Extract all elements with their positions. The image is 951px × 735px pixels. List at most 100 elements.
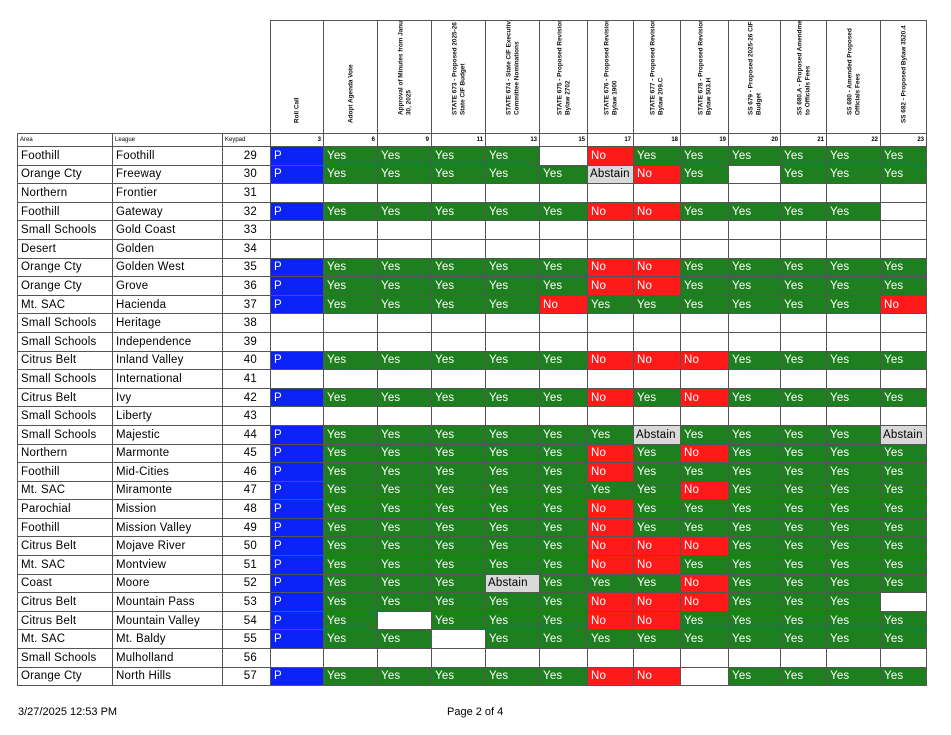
table-row: Mt. SAC Hacienda 37 P Yes Yes Yes Yes No Yes Yes Ye… [17,294,927,315]
vote-cell [485,648,540,668]
vote-cell: Yes [728,462,781,482]
column-number: 6 [323,133,378,147]
vote-cell: Yes [431,257,486,278]
vote-cell [485,369,540,389]
area-cell: Mt. SAC [17,480,113,501]
vote-cell: P [270,592,324,612]
vote-cell [539,313,588,333]
vote-cell: No [539,294,588,315]
vote-cell: Yes [323,276,378,296]
vote-cell: Yes [323,592,378,612]
vote-cell: Yes [485,164,540,185]
column-title: STATE 673 - Proposed 2025-26 State CIF B… [431,20,486,134]
vote-cell: Yes [780,592,827,612]
vote-cell: Yes [826,462,881,482]
vote-cell: Yes [485,462,540,482]
vote-cell: Yes [680,424,729,445]
vote-cell: No [680,350,729,371]
vote-cell: Yes [431,294,486,315]
vote-cell [431,238,486,259]
vote-cell: Yes [633,573,681,594]
league-cell: Inland Valley [112,350,223,371]
vote-cell: Yes [728,201,781,222]
vote-cell: Yes [880,517,927,538]
league-cell: Hacienda [112,294,223,315]
vote-cell: Yes [728,610,781,631]
vote-cell: Yes [728,517,781,538]
vote-cell: Yes [323,555,378,575]
keypad-header: Keypad [222,133,271,147]
keypad-cell: 31 [222,183,271,203]
vote-cell: Yes [880,462,927,482]
vote-cell [377,183,432,203]
column-title: Roll Call [270,20,324,134]
vote-cell: P [270,517,324,538]
vote-cell: Yes [680,164,729,185]
vote-cell: Yes [323,666,378,687]
vote-cell: Yes [780,499,827,519]
vote-cell [633,220,681,240]
vote-cell: Yes [485,146,540,166]
vote-cell: Yes [539,499,588,519]
vote-cell [826,648,881,668]
vote-cell: Yes [539,462,588,482]
vote-cell: Yes [377,387,432,408]
area-cell: Northern [17,443,113,464]
area-cell: Northern [17,183,113,203]
vote-cell: P [270,276,324,296]
vote-cell: No [680,592,729,612]
vote-cell: Yes [780,201,827,222]
vote-cell: Yes [680,146,729,166]
vote-cell: Yes [880,555,927,575]
vote-cell: Yes [780,146,827,166]
vote-cell [728,331,781,352]
vote-cell: Yes [431,536,486,557]
column-number: 18 [633,133,681,147]
vote-cell [728,313,781,333]
league-cell: Grove [112,276,223,296]
vote-cell: P [270,629,324,650]
league-cell: Moore [112,573,223,594]
vote-cell [780,648,827,668]
table-row: Northern Marmonte 45 P Yes Yes Yes Yes Yes No Yes N… [17,443,927,464]
vote-cell: No [587,666,634,687]
vote-cell: No [587,201,634,222]
vote-cell [539,238,588,259]
vote-cell: Yes [780,462,827,482]
vote-cell: Yes [826,573,881,594]
vote-cell [377,406,432,426]
vote-cell [633,369,681,389]
column-title: STATE 678 - Proposed Revision Bylaw 503.… [680,20,729,134]
league-cell: Montview [112,555,223,575]
vote-cell: No [587,555,634,575]
league-cell: North Hills [112,666,223,687]
vote-cell: Yes [485,387,540,408]
vote-cell: Yes [377,536,432,557]
vote-cell: Yes [377,573,432,594]
column-title-text: STATE 678 - Proposed Revision Bylaw 503.… [697,20,712,116]
league-cell: Mountain Pass [112,592,223,612]
vote-cell: P [270,201,324,222]
vote-cell: Yes [780,610,827,631]
vote-cell: Yes [826,276,881,296]
vote-cell: Yes [780,350,827,371]
vote-cell [539,331,588,352]
vote-cell: P [270,499,324,519]
vote-cell: Yes [633,629,681,650]
vote-cell: Yes [728,573,781,594]
vote-cell [587,313,634,333]
column-title: SS 680.A - Proposed Amendment to Officia… [780,20,827,134]
column-title: Approval of Minutes from January 30, 202… [377,20,432,134]
area-cell: Citrus Belt [17,610,113,631]
vote-cell: Yes [539,201,588,222]
league-cell: Mid-Cities [112,462,223,482]
area-cell: Foothill [17,201,113,222]
vote-cell [377,610,432,631]
vote-cell: No [587,443,634,464]
header-blank [17,20,271,134]
vote-cell: Yes [728,536,781,557]
column-number: 22 [826,133,881,147]
keypad-cell: 29 [222,146,271,166]
vote-cell [431,648,486,668]
vote-cell: Yes [680,257,729,278]
